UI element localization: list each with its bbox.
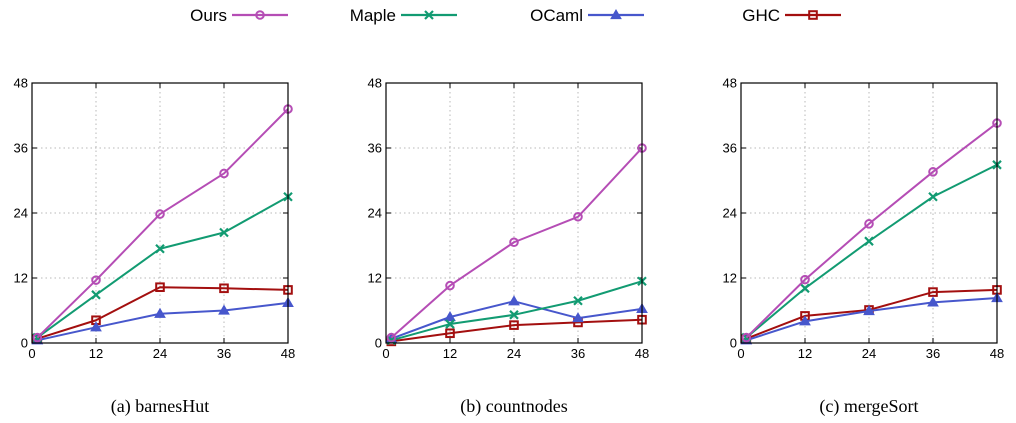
x-tick-label: 24: [862, 346, 876, 361]
y-tick-label: 48: [368, 76, 382, 91]
data-point: [928, 167, 938, 177]
series-line: [745, 122, 998, 339]
y-tick-label: 12: [14, 271, 28, 286]
legend-label: OCaml: [530, 6, 583, 25]
panel-caption: (c) mergeSort: [819, 396, 918, 417]
data-point: [573, 211, 583, 222]
x-tick-label: 0: [28, 346, 35, 361]
plot-frame: [385, 82, 643, 344]
x-tick-label: 12: [89, 346, 103, 361]
data-point: [90, 321, 102, 332]
data-point: [219, 283, 229, 294]
x-tick-label: 12: [798, 346, 812, 361]
y-tick-label: 36: [14, 141, 28, 156]
data-point: [386, 332, 397, 343]
data-point: [445, 328, 455, 339]
y-tick-label: 48: [14, 76, 28, 91]
data-point: [741, 332, 752, 343]
legend: Ours Maple OCaml GHC: [190, 6, 841, 25]
data-point: [509, 310, 519, 320]
x-tick-label: 12: [443, 346, 457, 361]
chart-panel: 0 12 24 36 48 0 12 24 36 48 (b) countnodes: [368, 76, 650, 418]
y-tick-label: 24: [368, 206, 382, 221]
series-ours: [32, 104, 293, 343]
data-point: [864, 219, 874, 229]
legend-marker: [610, 9, 622, 20]
data-point: [799, 315, 811, 326]
y-tick-label: 0: [730, 336, 737, 351]
legend-label: Maple: [350, 6, 396, 25]
x-tick-label: 48: [635, 346, 649, 361]
legend-marker: [424, 10, 434, 20]
data-point: [218, 304, 230, 315]
x-tick-label: 24: [507, 346, 521, 361]
data-point: [219, 168, 229, 179]
plot-frame: [31, 82, 289, 344]
series-line: [391, 318, 643, 343]
data-point: [864, 236, 874, 246]
x-tick-label: 36: [926, 346, 940, 361]
series-line: [390, 300, 643, 340]
y-tick-label: 36: [368, 141, 382, 156]
x-tick-label: 36: [217, 346, 231, 361]
legend-marker: [255, 10, 265, 20]
data-point: [445, 280, 455, 291]
series-ocaml: [740, 292, 1003, 345]
series-ours: [386, 143, 647, 343]
chart-panel: 0 12 24 36 48 0 12 24 36 48 (a) barnesHut: [14, 76, 296, 418]
y-tick-label: 12: [368, 271, 382, 286]
y-tick-label: 24: [14, 206, 28, 221]
chart-panel: 0 12 24 36 48 0 12 24 36 48 (c) mergeSort: [723, 76, 1005, 418]
data-point: [800, 274, 810, 285]
series-line: [37, 301, 289, 342]
panel-caption: (a) barnesHut: [111, 396, 209, 417]
legend-label: Ours: [190, 6, 227, 25]
series-ocaml: [385, 295, 648, 343]
y-tick-label: 48: [723, 76, 737, 91]
chart-panels: 0 12 24 36 48 0 12 24 36 48 (a) barnesHut 0 12 24 36 48…: [14, 76, 1005, 418]
series-line: [390, 147, 643, 339]
legend-marker: [808, 10, 818, 20]
x-tick-label: 0: [382, 346, 389, 361]
data-point: [155, 243, 165, 254]
data-point: [509, 237, 519, 248]
y-tick-label: 36: [723, 141, 737, 156]
data-point: [509, 320, 519, 330]
series-line: [746, 297, 998, 342]
data-point: [32, 332, 43, 343]
x-tick-label: 48: [281, 346, 295, 361]
data-point: [91, 290, 101, 300]
x-tick-label: 24: [153, 346, 167, 361]
data-point: [154, 307, 166, 318]
y-tick-label: 0: [21, 336, 28, 351]
data-point: [155, 209, 165, 219]
data-point: [155, 282, 165, 293]
series-line: [36, 108, 289, 339]
data-point: [928, 191, 938, 202]
x-tick-label: 0: [737, 346, 744, 361]
y-tick-label: 12: [723, 271, 737, 286]
data-point: [800, 283, 810, 294]
data-point: [573, 295, 583, 306]
legend-label: GHC: [742, 6, 780, 25]
data-point: [444, 311, 456, 322]
x-tick-label: 36: [571, 346, 585, 361]
series-maple: [386, 276, 647, 346]
plot-frame: [740, 82, 998, 344]
series-line: [37, 286, 289, 340]
panel-caption: (b) countnodes: [460, 396, 567, 417]
data-point: [219, 227, 229, 238]
data-point: [927, 296, 939, 307]
x-tick-label: 48: [990, 346, 1004, 361]
data-point: [928, 287, 938, 297]
data-point: [445, 319, 455, 329]
data-point: [508, 295, 520, 306]
series-ocaml: [31, 296, 294, 345]
y-tick-label: 0: [375, 336, 382, 351]
data-point: [91, 275, 101, 285]
data-point: [572, 312, 584, 323]
data-point: [863, 305, 875, 316]
y-tick-label: 24: [723, 206, 737, 221]
